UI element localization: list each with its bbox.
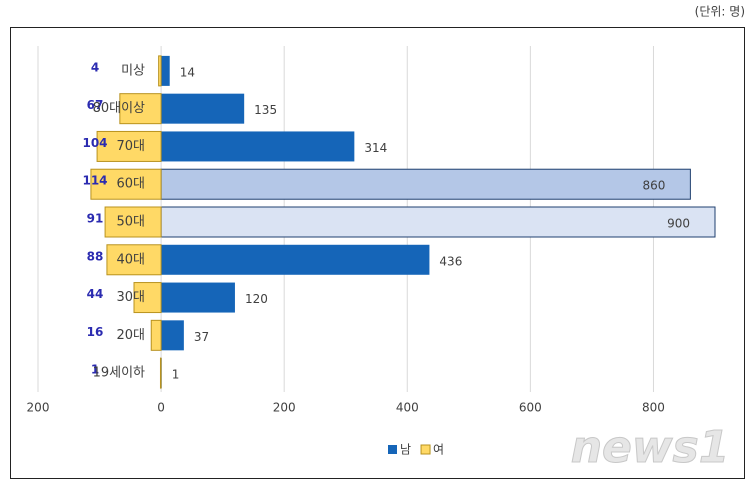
bar (104, 206, 162, 238)
value-label: 900 (667, 217, 690, 231)
legend-swatch (388, 445, 397, 454)
legend-label: 남 (400, 443, 411, 457)
value-label: 1 (172, 368, 180, 382)
bar (161, 282, 235, 313)
bar (90, 168, 162, 200)
bar (159, 357, 162, 389)
bar (160, 206, 716, 238)
bar (161, 131, 355, 162)
bar (133, 282, 162, 314)
y-tick-label: 19세이하 (93, 366, 145, 381)
bar (161, 55, 170, 86)
bar (160, 168, 691, 200)
y-tick-label: 40대 (116, 252, 145, 267)
unit-note: (단위: 명) (695, 5, 745, 19)
x-tick-label: 600 (519, 401, 542, 415)
legend-label: 여 (433, 443, 444, 457)
bar (158, 55, 162, 87)
bar (161, 93, 245, 124)
y-tick-label: 30대 (116, 290, 145, 305)
value-label: 4 (91, 60, 99, 74)
value-label: 314 (364, 141, 387, 155)
bar (150, 319, 162, 351)
chart-frame (10, 27, 745, 479)
legend-swatch (420, 444, 431, 455)
x-tick-label: 200 (273, 401, 296, 415)
x-tick-label: 200 (27, 401, 50, 415)
y-tick-label: 70대 (116, 139, 145, 154)
watermark: news1 (571, 422, 730, 473)
bar (119, 93, 162, 125)
value-label: 104 (82, 136, 107, 150)
value-label: 88 (87, 249, 104, 263)
bar (96, 130, 162, 162)
value-label: 14 (180, 65, 195, 79)
value-label: 44 (87, 287, 104, 301)
value-label: 16 (87, 325, 104, 339)
value-label: 860 (642, 179, 665, 193)
bar (161, 320, 184, 351)
value-label: 114 (82, 174, 107, 188)
value-label: 67 (87, 98, 104, 112)
x-tick-label: 400 (396, 401, 419, 415)
value-label: 1 (91, 363, 99, 377)
value-label: 120 (245, 292, 268, 306)
x-tick-label: 0 (157, 401, 165, 415)
y-tick-label: 미상 (121, 63, 145, 78)
y-tick-label: 50대 (116, 215, 145, 230)
x-tick-label: 800 (642, 401, 665, 415)
value-label: 91 (87, 212, 104, 226)
y-tick-label: 80대이상 (93, 101, 145, 116)
y-tick-label: 60대 (116, 177, 145, 192)
bar (106, 244, 162, 276)
value-label: 135 (254, 103, 277, 117)
value-label: 37 (194, 330, 209, 344)
bar (161, 244, 430, 275)
value-label: 436 (439, 254, 462, 268)
y-tick-label: 20대 (116, 328, 145, 343)
